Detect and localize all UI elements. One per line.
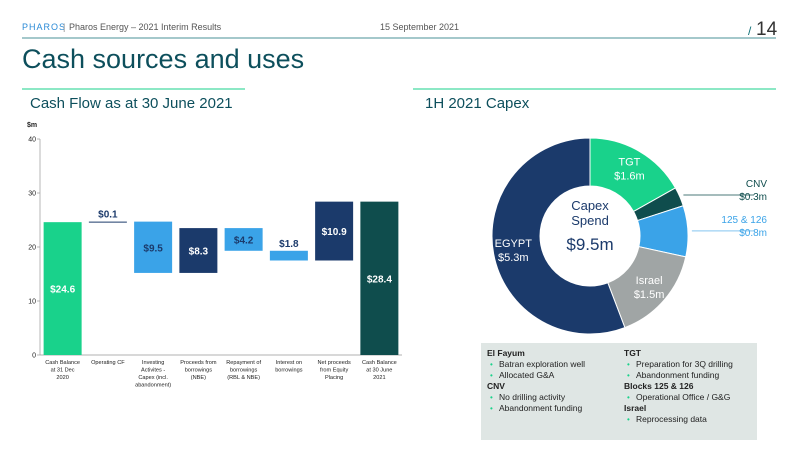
slice-value: $1.5m xyxy=(634,289,665,301)
x-tick-label: Net proceeds from Equity Placing xyxy=(317,360,350,381)
note-heading: Blocks 125 & 126 xyxy=(624,381,694,391)
separator: | xyxy=(63,22,65,32)
bullet: • xyxy=(627,393,630,402)
y-tick-label: 30 xyxy=(28,191,36,198)
note-item: Abandonment funding xyxy=(499,403,582,413)
note-item: Abandonment funding xyxy=(636,370,719,380)
bar xyxy=(269,250,308,261)
note-item: Preparation for 3Q drilling xyxy=(636,359,733,369)
chart-title: Cash Flow as at 30 June 2021 xyxy=(30,95,233,112)
note-item: Batran exploration well xyxy=(499,359,585,369)
bullet: • xyxy=(490,371,493,380)
bullet: • xyxy=(490,393,493,402)
x-tick-label: Operating CF xyxy=(91,360,125,366)
x-tick-label: Repayment of borrowings (RBL & NBE) xyxy=(226,360,261,381)
slide-title: Cash sources and uses xyxy=(22,44,304,74)
slice-label: TGT xyxy=(618,157,640,169)
bar xyxy=(315,201,354,261)
note-heading: CNV xyxy=(487,381,505,391)
bar xyxy=(179,228,218,273)
note-heading: TGT xyxy=(624,348,642,358)
x-tick-label: Investing Activites -Capex (incl. abandonm… xyxy=(135,360,171,389)
note-heading: El Fayum xyxy=(487,348,525,358)
center-value: $9.5m xyxy=(566,235,613,254)
slice-value: $5.3m xyxy=(498,252,529,264)
slice xyxy=(491,137,626,335)
bar xyxy=(43,222,82,355)
bar xyxy=(88,221,127,223)
slice-value: $0.3m xyxy=(739,192,767,203)
data-label: $28.4 xyxy=(367,274,392,285)
x-tick-label: Cash Balance at 30 June 2021 xyxy=(362,360,397,381)
y-axis-label: $m xyxy=(27,122,37,129)
x-tick-label: Cash Balance at 31 Dec 2020 xyxy=(45,360,80,381)
slice-label: CNV xyxy=(746,179,767,190)
x-tick-label: Interest on borrowings xyxy=(275,360,303,374)
data-label: $9.5 xyxy=(143,243,163,254)
slice-value: $1.6m xyxy=(614,171,645,183)
y-tick-label: 20 xyxy=(28,245,36,252)
x-tick-label: Proceeds from borrowings (NBE) xyxy=(180,360,217,381)
bar xyxy=(134,221,173,273)
brand: PHAROS xyxy=(22,22,66,32)
slice-label: EGYPT xyxy=(495,238,533,250)
bullet: • xyxy=(627,360,630,369)
slice-label: 125 & 126 xyxy=(721,215,767,226)
slice-label: Israel xyxy=(636,275,663,287)
bar xyxy=(224,228,263,251)
data-label: $24.6 xyxy=(50,285,75,296)
bar xyxy=(360,201,399,355)
bullet: • xyxy=(627,415,630,424)
data-label: $8.3 xyxy=(189,247,209,258)
slash: / xyxy=(748,24,752,38)
chart-title: 1H 2021 Capex xyxy=(425,95,530,112)
note-heading: Israel xyxy=(624,403,646,413)
data-label: $4.2 xyxy=(234,235,254,246)
data-label: $1.8 xyxy=(279,239,299,250)
bullet: • xyxy=(490,360,493,369)
note-item: Operational Office / G&G xyxy=(636,392,730,402)
y-tick-label: 40 xyxy=(28,137,36,144)
note-item: Reprocessing data xyxy=(636,414,707,424)
center-label: Capex Spend xyxy=(571,198,609,228)
note-item: No drilling activity xyxy=(499,392,566,402)
deck-subtitle: Pharos Energy – 2021 Interim Results xyxy=(69,22,222,32)
page-number: 14 xyxy=(756,19,778,40)
note-item: Allocated G&A xyxy=(499,370,555,380)
bullet: • xyxy=(627,371,630,380)
y-tick-label: 10 xyxy=(28,299,36,306)
notes-box xyxy=(481,343,757,440)
slice-value: $0.8m xyxy=(739,228,767,239)
data-label: $0.1 xyxy=(98,210,118,221)
y-tick-label: 0 xyxy=(32,353,36,360)
date: 15 September 2021 xyxy=(380,22,459,32)
data-label: $10.9 xyxy=(322,227,347,238)
bullet: • xyxy=(490,404,493,413)
